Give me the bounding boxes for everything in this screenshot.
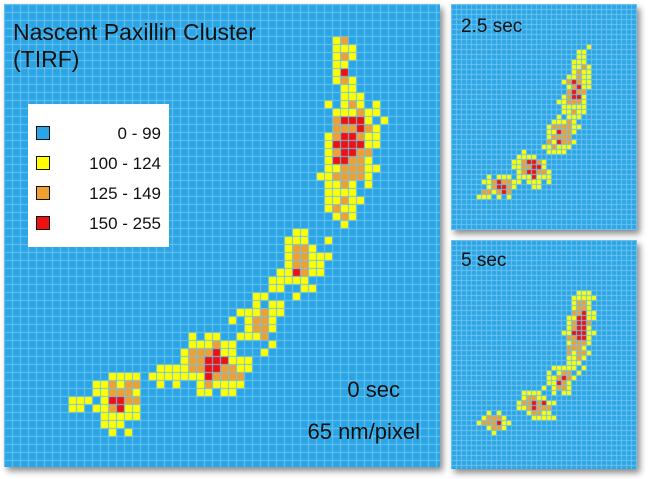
legend-label-3: 125 - 149 xyxy=(89,184,161,203)
legend-label-4: 150 - 255 xyxy=(89,214,161,233)
main-title-line-1: Nascent Paxillin Cluster xyxy=(13,19,256,45)
heatmap-panel-5-sec: 5 sec xyxy=(451,240,637,469)
legend-item-2: 100 - 124 xyxy=(36,154,161,174)
heatmap-canvas-5-sec xyxy=(451,240,637,469)
intensity-legend: 0 - 99 100 - 124 125 - 149 150 - 255 xyxy=(28,104,169,247)
legend-item-1: 0 - 99 xyxy=(36,124,161,144)
legend-item-3: 125 - 149 xyxy=(36,184,161,204)
heatmap-canvas-2-5-sec xyxy=(451,4,637,230)
time-label-2-5-sec: 2.5 sec xyxy=(461,16,523,37)
main-title: Nascent Paxillin Cluster (TIRF) xyxy=(13,19,256,73)
legend-label-1: 0 - 99 xyxy=(117,124,161,143)
heatmap-panel-2-5-sec: 2.5 sec xyxy=(451,4,637,230)
scale-label: 65 nm/pixel xyxy=(307,419,420,444)
legend-swatch-2 xyxy=(36,156,50,170)
main-title-line-2: (TIRF) xyxy=(13,46,80,72)
legend-label-2: 100 - 124 xyxy=(89,154,161,173)
legend-item-4: 150 - 255 xyxy=(36,214,161,234)
main-heatmap-panel: Nascent Paxillin Cluster (TIRF) 0 - 99 1… xyxy=(4,4,440,467)
time-label-5-sec: 5 sec xyxy=(461,250,507,271)
legend-swatch-3 xyxy=(36,186,50,200)
main-time-label: 0 sec xyxy=(347,377,400,402)
legend-swatch-4 xyxy=(36,216,50,230)
legend-swatch-1 xyxy=(36,126,50,140)
